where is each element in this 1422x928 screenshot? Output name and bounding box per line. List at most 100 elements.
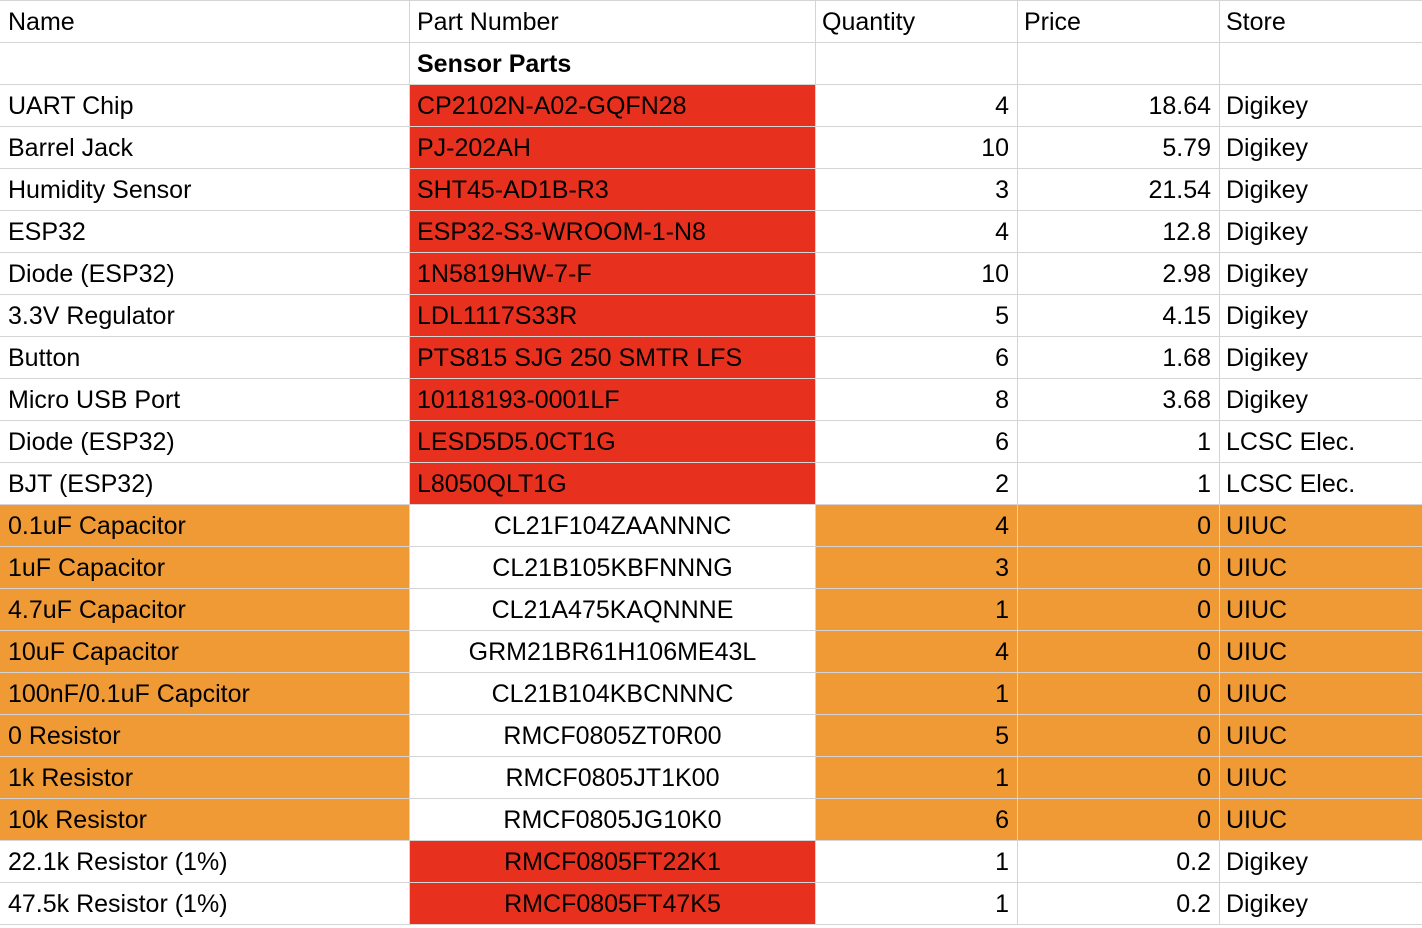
cell-quantity[interactable]: 1 <box>816 757 1018 799</box>
cell-price[interactable]: 0.2 <box>1018 883 1220 925</box>
cell-price[interactable]: 1 <box>1018 463 1220 505</box>
cell-price[interactable]: 0 <box>1018 547 1220 589</box>
cell-store[interactable]: UIUC <box>1220 715 1422 757</box>
header-store[interactable]: Store <box>1220 1 1422 43</box>
cell-store[interactable]: LCSC Elec. <box>1220 463 1422 505</box>
header-quantity[interactable]: Quantity <box>816 1 1018 43</box>
cell-part-number[interactable]: PTS815 SJG 250 SMTR LFS <box>410 337 816 379</box>
cell-name[interactable]: 4.7uF Capacitor <box>0 589 410 631</box>
cell-store[interactable]: Digikey <box>1220 337 1422 379</box>
cell-name[interactable]: 100nF/0.1uF Capcitor <box>0 673 410 715</box>
cell-part-number[interactable]: LDL1117S33R <box>410 295 816 337</box>
cell-name[interactable]: Barrel Jack <box>0 127 410 169</box>
cell-price[interactable]: 0 <box>1018 505 1220 547</box>
section-empty-name[interactable] <box>0 43 410 85</box>
cell-name[interactable]: Micro USB Port <box>0 379 410 421</box>
cell-name[interactable]: Humidity Sensor <box>0 169 410 211</box>
cell-quantity[interactable]: 6 <box>816 421 1018 463</box>
cell-price[interactable]: 0 <box>1018 715 1220 757</box>
cell-part-number[interactable]: RMCF0805FT47K5 <box>410 883 816 925</box>
cell-quantity[interactable]: 2 <box>816 463 1018 505</box>
cell-price[interactable]: 0 <box>1018 631 1220 673</box>
cell-part-number[interactable]: SHT45-AD1B-R3 <box>410 169 816 211</box>
section-empty-store[interactable] <box>1220 43 1422 85</box>
cell-part-number[interactable]: CL21B105KBFNNNG <box>410 547 816 589</box>
cell-store[interactable]: UIUC <box>1220 673 1422 715</box>
cell-quantity[interactable]: 4 <box>816 631 1018 673</box>
cell-part-number[interactable]: RMCF0805ZT0R00 <box>410 715 816 757</box>
cell-store[interactable]: UIUC <box>1220 631 1422 673</box>
cell-name[interactable]: Diode (ESP32) <box>0 421 410 463</box>
cell-part-number[interactable]: L8050QLT1G <box>410 463 816 505</box>
cell-store[interactable]: UIUC <box>1220 757 1422 799</box>
cell-price[interactable]: 0 <box>1018 799 1220 841</box>
cell-name[interactable]: 3.3V Regulator <box>0 295 410 337</box>
section-empty-qty[interactable] <box>816 43 1018 85</box>
cell-store[interactable]: LCSC Elec. <box>1220 421 1422 463</box>
cell-store[interactable]: UIUC <box>1220 799 1422 841</box>
cell-part-number[interactable]: GRM21BR61H106ME43L <box>410 631 816 673</box>
cell-name[interactable]: 10uF Capacitor <box>0 631 410 673</box>
section-empty-price[interactable] <box>1018 43 1220 85</box>
cell-name[interactable]: 0 Resistor <box>0 715 410 757</box>
cell-quantity[interactable]: 8 <box>816 379 1018 421</box>
cell-part-number[interactable]: 10118193-0001LF <box>410 379 816 421</box>
cell-name[interactable]: 1uF Capacitor <box>0 547 410 589</box>
cell-store[interactable]: UIUC <box>1220 589 1422 631</box>
cell-store[interactable]: UIUC <box>1220 547 1422 589</box>
cell-quantity[interactable]: 4 <box>816 505 1018 547</box>
section-title[interactable]: Sensor Parts <box>410 43 816 85</box>
cell-store[interactable]: Digikey <box>1220 379 1422 421</box>
cell-price[interactable]: 3.68 <box>1018 379 1220 421</box>
cell-quantity[interactable]: 5 <box>816 715 1018 757</box>
cell-store[interactable]: Digikey <box>1220 253 1422 295</box>
header-name[interactable]: Name <box>0 1 410 43</box>
cell-quantity[interactable]: 10 <box>816 253 1018 295</box>
cell-quantity[interactable]: 1 <box>816 841 1018 883</box>
cell-part-number[interactable]: 1N5819HW-7-F <box>410 253 816 295</box>
cell-store[interactable]: Digikey <box>1220 211 1422 253</box>
cell-name[interactable]: 1k Resistor <box>0 757 410 799</box>
cell-part-number[interactable]: PJ-202AH <box>410 127 816 169</box>
cell-name[interactable]: 47.5k Resistor (1%) <box>0 883 410 925</box>
cell-price[interactable]: 1 <box>1018 421 1220 463</box>
cell-store[interactable]: UIUC <box>1220 505 1422 547</box>
cell-store[interactable]: Digikey <box>1220 841 1422 883</box>
cell-quantity[interactable]: 3 <box>816 169 1018 211</box>
cell-quantity[interactable]: 6 <box>816 799 1018 841</box>
cell-store[interactable]: Digikey <box>1220 295 1422 337</box>
cell-name[interactable]: 10k Resistor <box>0 799 410 841</box>
cell-part-number[interactable]: RMCF0805JT1K00 <box>410 757 816 799</box>
cell-name[interactable]: UART Chip <box>0 85 410 127</box>
cell-name[interactable]: ESP32 <box>0 211 410 253</box>
cell-part-number[interactable]: ESP32-S3-WROOM-1-N8 <box>410 211 816 253</box>
cell-quantity[interactable]: 4 <box>816 211 1018 253</box>
cell-quantity[interactable]: 3 <box>816 547 1018 589</box>
cell-name[interactable]: 22.1k Resistor (1%) <box>0 841 410 883</box>
header-price[interactable]: Price <box>1018 1 1220 43</box>
cell-price[interactable]: 4.15 <box>1018 295 1220 337</box>
cell-price[interactable]: 21.54 <box>1018 169 1220 211</box>
cell-price[interactable]: 0 <box>1018 757 1220 799</box>
cell-quantity[interactable]: 4 <box>816 85 1018 127</box>
cell-quantity[interactable]: 1 <box>816 883 1018 925</box>
cell-store[interactable]: Digikey <box>1220 85 1422 127</box>
cell-part-number[interactable]: CL21B104KBCNNNC <box>410 673 816 715</box>
cell-price[interactable]: 5.79 <box>1018 127 1220 169</box>
cell-quantity[interactable]: 1 <box>816 589 1018 631</box>
cell-quantity[interactable]: 5 <box>816 295 1018 337</box>
cell-store[interactable]: Digikey <box>1220 127 1422 169</box>
cell-part-number[interactable]: CL21F104ZAANNNC <box>410 505 816 547</box>
cell-price[interactable]: 18.64 <box>1018 85 1220 127</box>
cell-store[interactable]: Digikey <box>1220 883 1422 925</box>
cell-part-number[interactable]: LESD5D5.0CT1G <box>410 421 816 463</box>
cell-price[interactable]: 0.2 <box>1018 841 1220 883</box>
cell-store[interactable]: Digikey <box>1220 169 1422 211</box>
cell-name[interactable]: BJT (ESP32) <box>0 463 410 505</box>
cell-part-number[interactable]: RMCF0805JG10K0 <box>410 799 816 841</box>
cell-name[interactable]: Button <box>0 337 410 379</box>
cell-part-number[interactable]: RMCF0805FT22K1 <box>410 841 816 883</box>
cell-price[interactable]: 1.68 <box>1018 337 1220 379</box>
cell-price[interactable]: 0 <box>1018 589 1220 631</box>
cell-part-number[interactable]: CL21A475KAQNNNE <box>410 589 816 631</box>
